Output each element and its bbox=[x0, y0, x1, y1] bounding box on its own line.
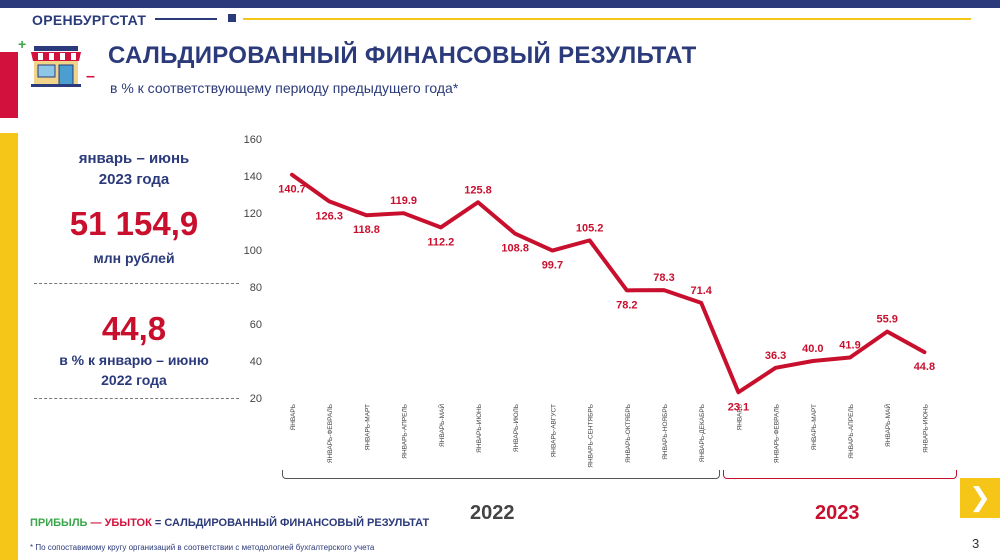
data-label: 105.2 bbox=[576, 222, 604, 234]
y-tick-label: 40 bbox=[250, 356, 262, 368]
data-label: 108.8 bbox=[501, 243, 529, 255]
left-red-bar bbox=[0, 52, 18, 118]
x-tick-label: ЯНВАРЬ-ИЮНЬ bbox=[922, 404, 929, 453]
year-bracket-2023 bbox=[723, 470, 957, 479]
x-tick-label: ЯНВАРЬ-ФЕВРАЛЬ bbox=[327, 404, 334, 463]
legend: ПРИБЫЛЬ — УБЫТОК = САЛЬДИРОВАННЫЙ ФИНАНС… bbox=[30, 517, 429, 529]
data-label: 36.3 bbox=[765, 350, 786, 362]
x-tick-label: ЯНВАРЬ-МАЙ bbox=[883, 404, 892, 447]
data-label: 40.0 bbox=[802, 343, 823, 355]
data-label: 44.8 bbox=[914, 361, 935, 373]
kpi-percent-value: 44,8 bbox=[101, 310, 167, 347]
data-label: 78.2 bbox=[616, 299, 637, 311]
kpi-divider-bottom bbox=[34, 398, 239, 399]
data-label: 55.9 bbox=[876, 314, 897, 326]
legend-loss: УБЫТОК bbox=[104, 517, 152, 529]
brand-name: ОРЕНБУРГСТАТ bbox=[32, 12, 147, 28]
x-tick-label: ЯНВАРЬ-ДЕКАБРЬ bbox=[699, 404, 706, 462]
minus-sign: – bbox=[86, 68, 95, 85]
legend-rest: = САЛЬДИРОВАННЫЙ ФИНАНСОВЫЙ РЕЗУЛЬТАТ bbox=[151, 517, 430, 529]
x-tick-label: ЯНВАРЬ-МАЙ bbox=[437, 404, 446, 447]
x-tick-label: ЯНВАРЬ-ИЮНЬ bbox=[476, 404, 483, 453]
brand-divider-yellow bbox=[243, 18, 971, 20]
data-label: 41.9 bbox=[839, 339, 860, 351]
kpi-percent-caption: в % к январю – июню 2022 года bbox=[34, 350, 234, 390]
kpi-percent-line2: 2022 года bbox=[101, 372, 167, 388]
x-tick-label: ЯНВАРЬ-МАРТ bbox=[364, 404, 371, 450]
y-axis: 20 40 60 80 100 120 140 160 bbox=[244, 134, 262, 405]
next-slide-button[interactable]: ❯ bbox=[960, 478, 1000, 518]
kpi-divider bbox=[34, 283, 239, 284]
left-yellow-bar bbox=[0, 133, 18, 560]
x-tick-label: ЯНВАРЬ-СЕНТЯБРЬ bbox=[588, 404, 595, 468]
legend-dash: — bbox=[87, 517, 105, 529]
kpi-period-line1: январь – июнь bbox=[78, 150, 190, 167]
x-tick-label: ЯНВАРЬ-ИЮЛЬ bbox=[513, 404, 520, 452]
x-tick-label: ЯНВАРЬ bbox=[736, 404, 743, 430]
y-tick-label: 100 bbox=[244, 245, 262, 257]
data-label: 118.8 bbox=[353, 224, 380, 236]
legend-profit: ПРИБЫЛЬ bbox=[30, 517, 88, 529]
y-tick-label: 60 bbox=[250, 319, 262, 331]
x-tick-label: ЯНВАРЬ-АПРЕЛЬ bbox=[848, 404, 855, 459]
kpi-percent-line1: в % к январю – июню bbox=[59, 352, 209, 368]
data-label: 125.8 bbox=[464, 184, 492, 196]
top-bar bbox=[0, 0, 1000, 8]
y-tick-label: 20 bbox=[250, 393, 262, 405]
x-tick-label: ЯНВАРЬ-НОЯБРЬ bbox=[662, 404, 669, 460]
data-label: 140.7 bbox=[278, 184, 306, 196]
series-line bbox=[290, 172, 927, 395]
page-title: САЛЬДИРОВАННЫЙ ФИНАНСОВЫЙ РЕЗУЛЬТАТ bbox=[108, 42, 697, 69]
brand-divider-blue bbox=[155, 18, 217, 20]
data-label: 23.1 bbox=[728, 401, 749, 413]
y-tick-label: 80 bbox=[250, 282, 262, 294]
data-label: 126.3 bbox=[315, 210, 343, 222]
year-label-2023: 2023 bbox=[815, 502, 860, 524]
x-tick-label: ЯНВАРЬ-ОКТЯБРЬ bbox=[625, 404, 632, 463]
x-axis-labels: ЯНВАРЬ ЯНВАРЬ-ФЕВРАЛЬ ЯНВАРЬ-МАРТ ЯНВАРЬ-АП… bbox=[290, 404, 929, 468]
shop-icon bbox=[31, 46, 81, 87]
data-labels: 140.7 126.3 118.8 119.9 112.2 125.8 108.8 99.7 1… bbox=[278, 184, 935, 414]
y-tick-label: 160 bbox=[244, 134, 262, 146]
plus-sign: + bbox=[18, 36, 27, 52]
x-tick-label: ЯНВАРЬ-МАРТ bbox=[811, 404, 818, 450]
data-label: 112.2 bbox=[427, 236, 454, 248]
y-tick-label: 120 bbox=[244, 208, 262, 220]
kpi-unit: млн рублей bbox=[93, 250, 175, 266]
year-bracket-2022 bbox=[282, 470, 720, 479]
kpi-value: 51 154,9 bbox=[69, 205, 199, 242]
x-tick-label: ЯНВАРЬ-АПРЕЛЬ bbox=[402, 404, 409, 459]
data-label: 99.7 bbox=[542, 260, 563, 272]
x-tick-label: ЯНВАРЬ-АВГУСТ bbox=[550, 404, 557, 457]
y-tick-label: 140 bbox=[244, 171, 262, 183]
kpi-period-line2: 2023 года bbox=[98, 171, 170, 188]
data-label: 119.9 bbox=[390, 195, 417, 207]
chevron-right-icon: ❯ bbox=[969, 482, 991, 512]
x-tick-label: ЯНВАРЬ bbox=[290, 404, 297, 430]
kpi-period: январь – июнь 2023 года bbox=[34, 148, 234, 190]
data-label: 78.3 bbox=[653, 272, 674, 284]
footnote: * По сопоставимому кругу организаций в с… bbox=[30, 543, 375, 552]
year-label-2022: 2022 bbox=[470, 502, 515, 524]
page-subtitle: в % к соответствующему периоду предыдуще… bbox=[110, 80, 459, 96]
data-label: 71.4 bbox=[690, 285, 712, 297]
x-tick-label: ЯНВАРЬ-ФЕВРАЛЬ bbox=[774, 404, 781, 463]
brand-square bbox=[228, 14, 236, 22]
page-number: 3 bbox=[972, 536, 980, 551]
